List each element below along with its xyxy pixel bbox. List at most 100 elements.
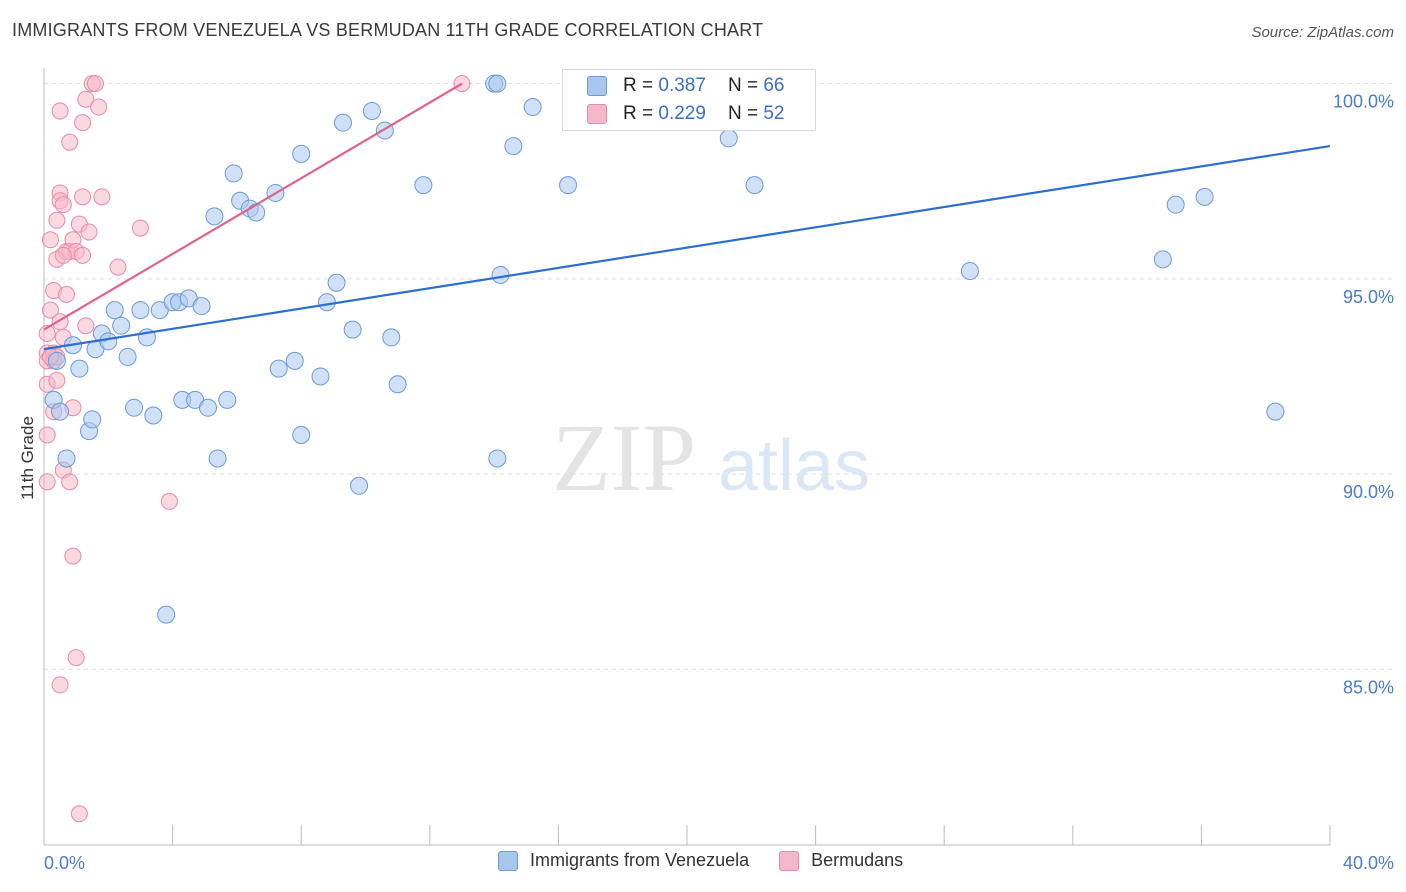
legend-n-value-bermudans: 52 (763, 103, 785, 124)
venezuela-point[interactable] (285, 351, 304, 370)
bermudans-point[interactable] (38, 426, 56, 444)
venezuela-point[interactable] (51, 402, 70, 421)
bermudans-point[interactable] (54, 246, 72, 264)
venezuela-point[interactable] (292, 144, 311, 163)
bermudans-point[interactable] (51, 676, 69, 694)
legend-item-venezuela[interactable]: Immigrants from Venezuela (498, 850, 749, 871)
venezuela-point[interactable] (269, 359, 288, 378)
venezuela-point[interactable] (491, 265, 510, 284)
bermudans-point[interactable] (80, 223, 98, 241)
venezuela-point[interactable] (488, 449, 507, 468)
bermudans-point[interactable] (77, 90, 95, 108)
bermudans-point[interactable] (131, 219, 149, 237)
series-bermudans-points (38, 75, 471, 823)
y-tick-label: 95.0% (1343, 287, 1394, 307)
venezuela-point[interactable] (1153, 250, 1172, 269)
venezuela-point[interactable] (350, 476, 369, 495)
venezuela-point[interactable] (198, 398, 217, 417)
venezuela-point[interactable] (719, 129, 738, 148)
venezuela-point[interactable] (125, 398, 144, 417)
legend-row-venezuela: R = 0.387 N = 66 (587, 74, 784, 98)
venezuela-point[interactable] (70, 359, 89, 378)
bermudans-point[interactable] (109, 258, 127, 276)
bermudans-point[interactable] (41, 231, 59, 249)
watermark-zip: ZIP (552, 404, 696, 511)
venezuela-point[interactable] (333, 113, 352, 132)
venezuela-point[interactable] (208, 449, 227, 468)
bermudans-point[interactable] (74, 188, 92, 206)
venezuela-point[interactable] (205, 207, 224, 226)
stats-legend: R = 0.387 N = 66 R = 0.229 N = 52 (562, 69, 816, 131)
bermudans-point[interactable] (77, 317, 95, 335)
bermudans-point[interactable] (61, 133, 79, 151)
bermudans-point[interactable] (58, 285, 76, 303)
bermudans-point[interactable] (38, 473, 56, 491)
x-axis-ticks (43, 825, 1331, 845)
venezuela-point[interactable] (83, 410, 102, 429)
bermudans-point[interactable] (38, 325, 56, 343)
venezuela-point[interactable] (327, 273, 346, 292)
legend-n-label: N = (727, 75, 759, 96)
venezuela-point[interactable] (131, 301, 150, 320)
legend-swatch-venezuela (498, 850, 518, 871)
venezuela-point[interactable] (414, 176, 433, 195)
bermudans-point[interactable] (160, 492, 178, 510)
venezuela-point[interactable] (311, 367, 330, 386)
y-tick-label: 85.0% (1343, 677, 1394, 697)
venezuela-point[interactable] (523, 98, 542, 117)
bermudans-point[interactable] (51, 102, 69, 120)
venezuela-point[interactable] (488, 74, 507, 93)
legend-r-value-bermudans: 0.229 (658, 103, 706, 124)
bermudans-point[interactable] (54, 196, 72, 214)
bermudans-point[interactable] (74, 114, 92, 132)
legend-row-bermudans: R = 0.229 N = 52 (587, 102, 784, 126)
venezuela-point[interactable] (218, 390, 237, 409)
venezuela-point[interactable] (1195, 187, 1214, 206)
bermudans-point[interactable] (48, 371, 66, 389)
bermudans-point[interactable] (70, 805, 88, 823)
venezuela-point[interactable] (105, 301, 124, 320)
bermudans-point[interactable] (41, 301, 59, 319)
venezuela-point[interactable] (224, 164, 243, 183)
legend-swatch-bermudans (587, 104, 607, 124)
y-axis-title: 11th Grade (18, 416, 37, 500)
venezuela-point[interactable] (960, 262, 979, 281)
grid-lines (44, 83, 1394, 670)
venezuela-point[interactable] (192, 297, 211, 316)
y-tick-label: 90.0% (1343, 482, 1394, 502)
venezuela-point[interactable] (745, 176, 764, 195)
venezuela-point[interactable] (504, 137, 523, 156)
source-label: Source: ZipAtlas.com (1251, 24, 1394, 41)
venezuela-point[interactable] (247, 203, 266, 222)
bermudans-point[interactable] (64, 547, 82, 565)
bermudans-point[interactable] (90, 98, 108, 116)
venezuela-point[interactable] (118, 347, 137, 366)
venezuela-point[interactable] (99, 332, 118, 351)
legend-r-label: R = (623, 103, 654, 124)
bermudans-point[interactable] (67, 649, 85, 667)
legend-item-bermudans[interactable]: Bermudans (779, 850, 903, 871)
venezuela-point[interactable] (343, 320, 362, 339)
venezuela-point[interactable] (362, 101, 381, 120)
venezuela-point[interactable] (57, 449, 76, 468)
y-tick-label: 100.0% (1333, 92, 1394, 112)
bermudans-point[interactable] (61, 473, 79, 491)
x-tick-label-max: 40.0% (1343, 853, 1394, 873)
venezuela-point[interactable] (317, 293, 336, 312)
bermudans-point[interactable] (48, 211, 66, 229)
series-legend: Immigrants from Venezuela Bermudans (498, 850, 933, 871)
venezuela-point[interactable] (382, 328, 401, 347)
bermudans-point[interactable] (86, 75, 104, 93)
venezuela-point[interactable] (157, 605, 176, 624)
bermudans-point[interactable] (93, 188, 111, 206)
venezuela-point[interactable] (47, 351, 66, 370)
venezuela-point[interactable] (1166, 195, 1185, 214)
venezuela-point[interactable] (388, 375, 407, 394)
bermudans-point[interactable] (74, 246, 92, 264)
venezuela-point[interactable] (1266, 402, 1285, 421)
venezuela-point[interactable] (559, 176, 578, 195)
legend-swatch-venezuela (587, 76, 607, 96)
venezuela-point[interactable] (144, 406, 163, 425)
venezuela-point[interactable] (112, 316, 131, 335)
venezuela-point[interactable] (292, 426, 311, 445)
